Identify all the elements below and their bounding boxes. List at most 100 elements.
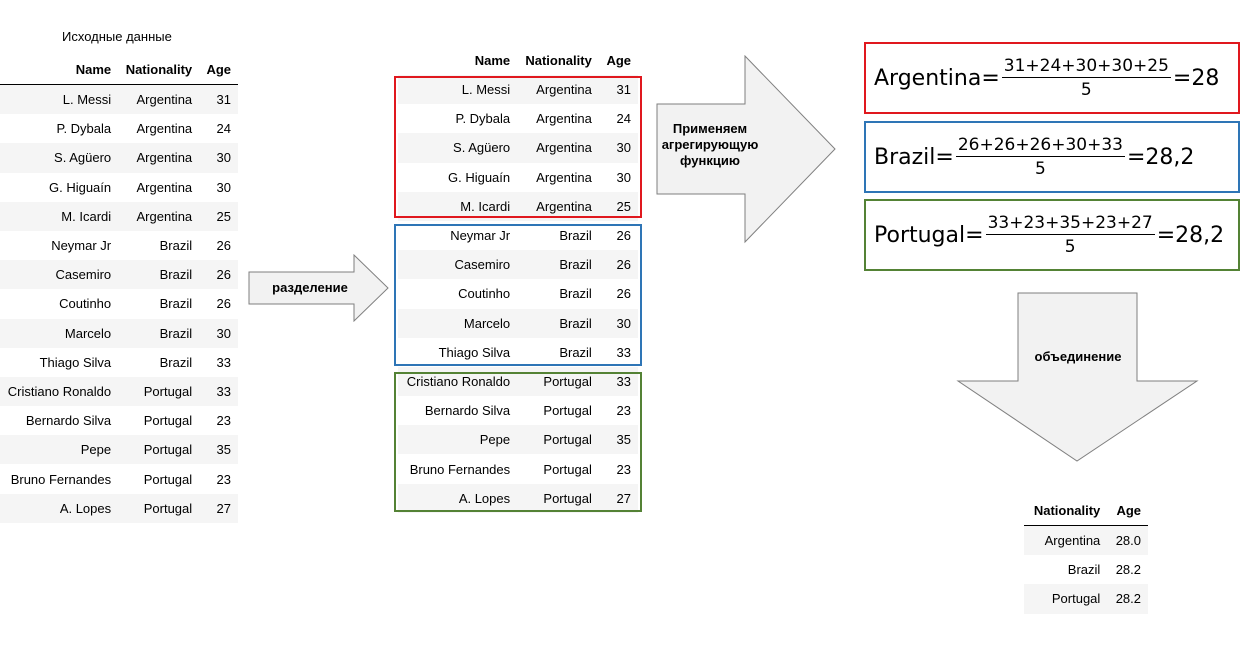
cell-name: Coutinho bbox=[59, 296, 112, 312]
cell-nationality: Brazil bbox=[159, 354, 193, 370]
column-header-nationality: Nationality bbox=[1024, 496, 1108, 526]
cell-nationality: Brazil bbox=[517, 250, 599, 280]
cell-name: L. Messi bbox=[398, 75, 518, 105]
cell-age: 26 bbox=[199, 260, 238, 290]
column-header-age: Age bbox=[1107, 496, 1148, 526]
formula-result: =28 bbox=[1172, 65, 1220, 91]
combine-arrow bbox=[956, 292, 1199, 462]
table-row: S. Agüero Argentina 30 bbox=[0, 143, 238, 173]
cell-nationality: Portugal bbox=[143, 471, 193, 487]
brazil-row: Thiago Silva Brazil 33 bbox=[398, 338, 638, 367]
cell-age: 35 bbox=[199, 435, 238, 465]
brazil-formula: Brazil= 26+26+26+30+33 5 =28,2 bbox=[864, 121, 1240, 193]
cell-nationality: Argentina bbox=[536, 111, 592, 127]
split-arrow bbox=[248, 254, 389, 322]
column-header-nationality: Nationality bbox=[525, 53, 592, 68]
cell-age: 23 bbox=[216, 471, 231, 487]
formula-denominator: 5 bbox=[1064, 237, 1076, 257]
cell-age: 26 bbox=[616, 286, 631, 302]
cell-name: A. Lopes bbox=[398, 483, 518, 513]
cell-name: Marcelo bbox=[398, 308, 518, 338]
cell-nationality: Argentina bbox=[536, 169, 592, 185]
cell-name: Neymar Jr bbox=[450, 228, 511, 244]
table-row: A. Lopes Portugal 27 bbox=[0, 493, 238, 523]
table-row: Brazil 28.2 bbox=[1024, 555, 1148, 584]
cell-name: Marcelo bbox=[0, 318, 119, 348]
cell-nationality: Argentina bbox=[118, 84, 200, 115]
cell-nationality: Portugal bbox=[543, 461, 592, 477]
portugal-row: Pepe Portugal 35 bbox=[398, 425, 638, 455]
cell-name: G. Higuaín bbox=[48, 179, 112, 195]
cell-nationality: Brazil bbox=[118, 318, 200, 348]
portugal-row: Cristiano Ronaldo Portugal 33 bbox=[398, 366, 638, 397]
cell-nationality: Portugal bbox=[118, 493, 200, 523]
table-row: G. Higuaín Argentina 30 bbox=[0, 173, 238, 202]
cell-name: Casemiro bbox=[0, 260, 119, 290]
cell-nationality: Portugal bbox=[1024, 584, 1108, 614]
cell-name: Neymar Jr bbox=[51, 238, 112, 254]
cell-name: Cristiano Ronaldo bbox=[0, 376, 119, 407]
cell-age: 31 bbox=[199, 84, 238, 115]
cell-nationality: Argentina bbox=[136, 179, 193, 195]
formula-result: =28,2 bbox=[1156, 222, 1225, 248]
cell-age: 26 bbox=[616, 228, 631, 244]
result-table: Nationality Age Argentina 28.0 Brazil 28.2 P… bbox=[1024, 496, 1148, 614]
portugal-row: A. Lopes Portugal 27 bbox=[398, 483, 638, 513]
cell-age: 23 bbox=[216, 413, 231, 429]
cell-age: 27 bbox=[598, 483, 638, 513]
cell-nationality: Portugal bbox=[543, 403, 592, 419]
formula-fraction: 31+24+30+30+25 5 bbox=[1001, 56, 1171, 100]
brazil-row: Marcelo Brazil 30 bbox=[398, 308, 638, 338]
cell-name: M. Icardi bbox=[0, 201, 119, 231]
portugal-row: Bruno Fernandes Portugal 23 bbox=[398, 454, 638, 483]
cell-nationality: Brazil bbox=[118, 260, 200, 290]
formula-numerator: 31+24+30+30+25 bbox=[1001, 56, 1171, 78]
cell-name: Cristiano Ronaldo bbox=[398, 366, 518, 397]
formula-label: Brazil= bbox=[874, 144, 954, 170]
portugal-formula: Portugal= 33+23+35+23+27 5 =28,2 bbox=[864, 199, 1240, 271]
brazil-row: Neymar Jr Brazil 26 bbox=[398, 221, 638, 250]
table-row: Argentina 28.0 bbox=[1024, 525, 1148, 556]
argentina-row: P. Dybala Argentina 24 bbox=[398, 104, 638, 133]
cell-nationality: Brazil bbox=[517, 308, 599, 338]
cell-age: 30 bbox=[199, 318, 238, 348]
formula-result: =28,2 bbox=[1126, 144, 1195, 170]
cell-nationality: Argentina bbox=[118, 201, 200, 231]
cell-nationality: Brazil bbox=[1067, 562, 1101, 578]
argentina-row: S. Agüero Argentina 30 bbox=[398, 133, 638, 163]
portugal-group-box bbox=[394, 372, 642, 512]
cell-nationality: Portugal bbox=[118, 435, 200, 465]
cell-age: 35 bbox=[598, 425, 638, 455]
table-row: Marcelo Brazil 30 bbox=[0, 318, 238, 348]
cell-nationality: Portugal bbox=[118, 376, 200, 407]
cell-age: 30 bbox=[199, 143, 238, 173]
column-header-name: Name bbox=[474, 53, 511, 68]
table-row: Bernardo Silva Portugal 23 bbox=[0, 406, 238, 435]
table-row: Neymar Jr Brazil 26 bbox=[0, 231, 238, 260]
table-row: P. Dybala Argentina 24 bbox=[0, 114, 238, 143]
cell-name: Bernardo Silva bbox=[25, 413, 112, 429]
argentina-row: G. Higuaín Argentina 30 bbox=[398, 163, 638, 192]
cell-age: 28.2 bbox=[1115, 562, 1141, 578]
cell-name: A. Lopes bbox=[0, 493, 119, 523]
formula-fraction: 33+23+35+23+27 5 bbox=[985, 213, 1155, 257]
table-row: Portugal 28.2 bbox=[1024, 584, 1148, 614]
split-arrow-label: разделение bbox=[272, 280, 348, 295]
formula-fraction: 26+26+26+30+33 5 bbox=[955, 135, 1125, 179]
cell-age: 26 bbox=[216, 296, 231, 312]
table-row: Bruno Fernandes Portugal 23 bbox=[0, 464, 238, 493]
table-row: L. Messi Argentina 31 bbox=[0, 84, 238, 115]
cell-name: Casemiro bbox=[398, 250, 518, 280]
cell-nationality: Brazil bbox=[559, 228, 592, 244]
cell-age: 27 bbox=[199, 493, 238, 523]
cell-age: 30 bbox=[616, 169, 631, 185]
cell-name: Thiago Silva bbox=[438, 344, 511, 360]
cell-age: 30 bbox=[598, 133, 638, 163]
cell-name: Thiago Silva bbox=[39, 354, 112, 370]
table-row: Cristiano Ronaldo Portugal 33 bbox=[0, 376, 238, 407]
cell-nationality: Argentina bbox=[136, 121, 193, 137]
combine-arrow-label: объединение bbox=[1034, 349, 1122, 364]
apply-arrow bbox=[656, 55, 836, 244]
cell-nationality: Brazil bbox=[159, 296, 193, 312]
column-header-name: Name bbox=[0, 55, 119, 85]
